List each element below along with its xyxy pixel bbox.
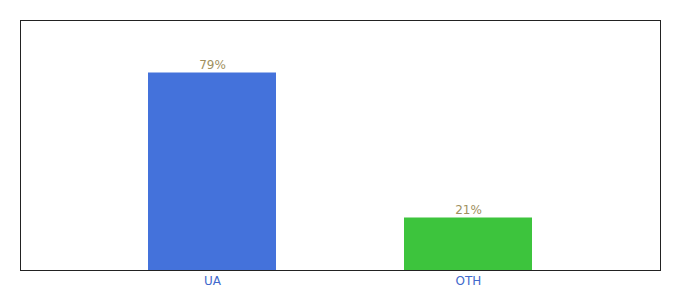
- svg-text:21%: 21%: [455, 203, 482, 217]
- svg-text:79%: 79%: [199, 58, 226, 72]
- svg-text:OTH: OTH: [456, 274, 482, 288]
- svg-text:UA: UA: [204, 274, 222, 288]
